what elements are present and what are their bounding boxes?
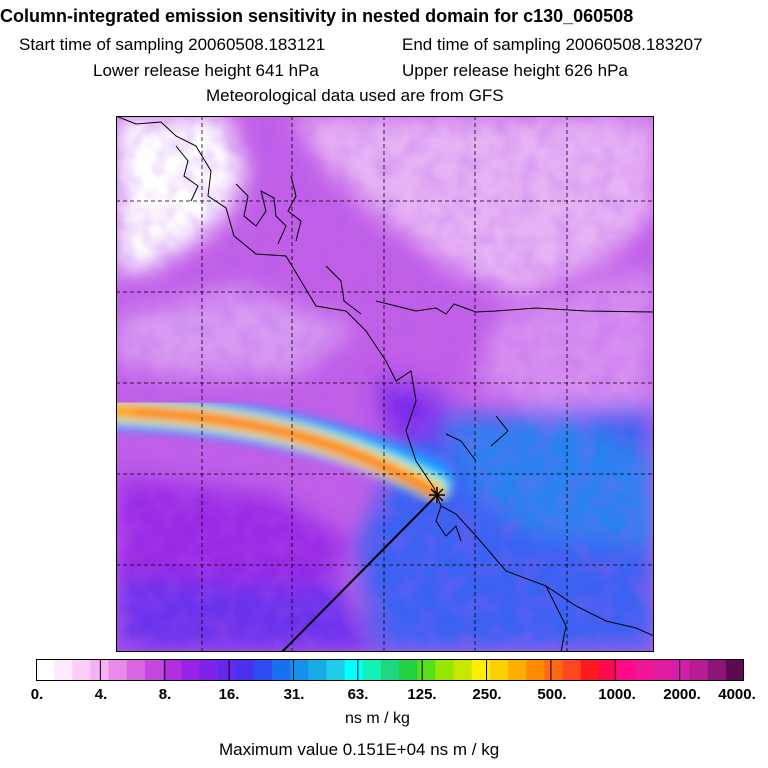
colorbar-cell xyxy=(562,659,582,681)
colorbar-cell xyxy=(435,659,455,681)
start-sampling-time: Start time of sampling 20060508.183121 xyxy=(19,35,326,54)
colorbar-cell xyxy=(54,659,73,681)
colorbar-tick-label: 16. xyxy=(218,686,240,703)
colorbar-cell xyxy=(399,659,418,681)
colorbar-cell xyxy=(471,659,491,681)
colorbar-cell xyxy=(90,659,110,681)
colorbar-cell xyxy=(235,659,255,681)
colorbar-cell xyxy=(453,659,473,681)
colorbar-cell xyxy=(362,659,382,681)
colorbar-tick-label: 250. xyxy=(472,686,502,703)
colorbar-tick-label: 31. xyxy=(283,686,305,703)
colorbar-cells xyxy=(36,659,744,681)
colorbar-cell xyxy=(126,659,146,681)
lat-lon-grid xyxy=(116,116,654,652)
colorbar-tick-label: 2000. xyxy=(663,686,701,703)
colorbar-cell xyxy=(707,659,727,681)
colorbar-cell xyxy=(181,659,200,681)
colorbar-cell xyxy=(144,659,164,681)
plot-title: Column-integrated emission sensitivity i… xyxy=(0,6,634,26)
colorbar-cell xyxy=(508,659,527,681)
colorbar-cell xyxy=(290,659,309,681)
met-data-source: Meteorological data used are from GFS xyxy=(206,86,504,105)
colorbar-cell xyxy=(344,659,364,681)
lower-release-height: Lower release height 641 hPa xyxy=(93,61,319,80)
colorbar-cell xyxy=(526,659,545,681)
colorbar-cell xyxy=(671,659,691,681)
colorbar-frame xyxy=(36,659,744,681)
colorbar-tick-label: 500. xyxy=(537,686,567,703)
colorbar-cell xyxy=(635,659,654,681)
colorbar-cell xyxy=(417,659,436,681)
colorbar-cell xyxy=(544,659,564,681)
colorbar-cell xyxy=(163,659,182,681)
colorbar-tick-label: 1000. xyxy=(598,686,636,703)
colorbar-cell xyxy=(653,659,672,681)
sensitivity-map xyxy=(116,116,654,652)
coastlines xyxy=(116,116,654,652)
colorbar-cell xyxy=(580,659,600,681)
colorbar-cell xyxy=(380,659,400,681)
colorbar-tick-label: 63. xyxy=(347,686,369,703)
colorbar xyxy=(36,659,744,681)
colorbar-cell xyxy=(689,659,709,681)
colorbar-tick-marks xyxy=(99,659,681,681)
colorbar-tick-label: 4000. xyxy=(718,686,756,703)
colorbar-tick-label: 4. xyxy=(94,686,108,703)
colorbar-cell xyxy=(725,659,744,681)
colorbar-cell xyxy=(253,659,273,681)
colorbar-cell xyxy=(616,659,636,681)
colorbar-cell xyxy=(326,659,346,681)
receptor-star-icon xyxy=(429,487,445,503)
map-frame xyxy=(116,116,654,652)
emission-plume xyxy=(116,393,454,502)
colorbar-units: ns m / kg xyxy=(345,710,410,727)
colorbar-cell xyxy=(72,659,92,681)
flight-track xyxy=(281,494,438,652)
maximum-value: Maximum value 0.151E+04 ns m / kg xyxy=(219,740,500,759)
colorbar-cell xyxy=(108,659,128,681)
colorbar-tick-label: 125. xyxy=(407,686,437,703)
colorbar-cell xyxy=(36,659,55,681)
colorbar-cell xyxy=(598,659,618,681)
colorbar-tick-label: 8. xyxy=(158,686,172,703)
colorbar-cell xyxy=(308,659,328,681)
colorbar-tick-label: 0. xyxy=(30,686,44,703)
colorbar-cell xyxy=(199,659,219,681)
colorbar-cell xyxy=(272,659,291,681)
upper-release-height: Upper release height 626 hPa xyxy=(402,61,628,80)
colorbar-cell xyxy=(489,659,509,681)
colorbar-cell xyxy=(217,659,237,681)
end-sampling-time: End time of sampling 20060508.183207 xyxy=(402,35,703,54)
